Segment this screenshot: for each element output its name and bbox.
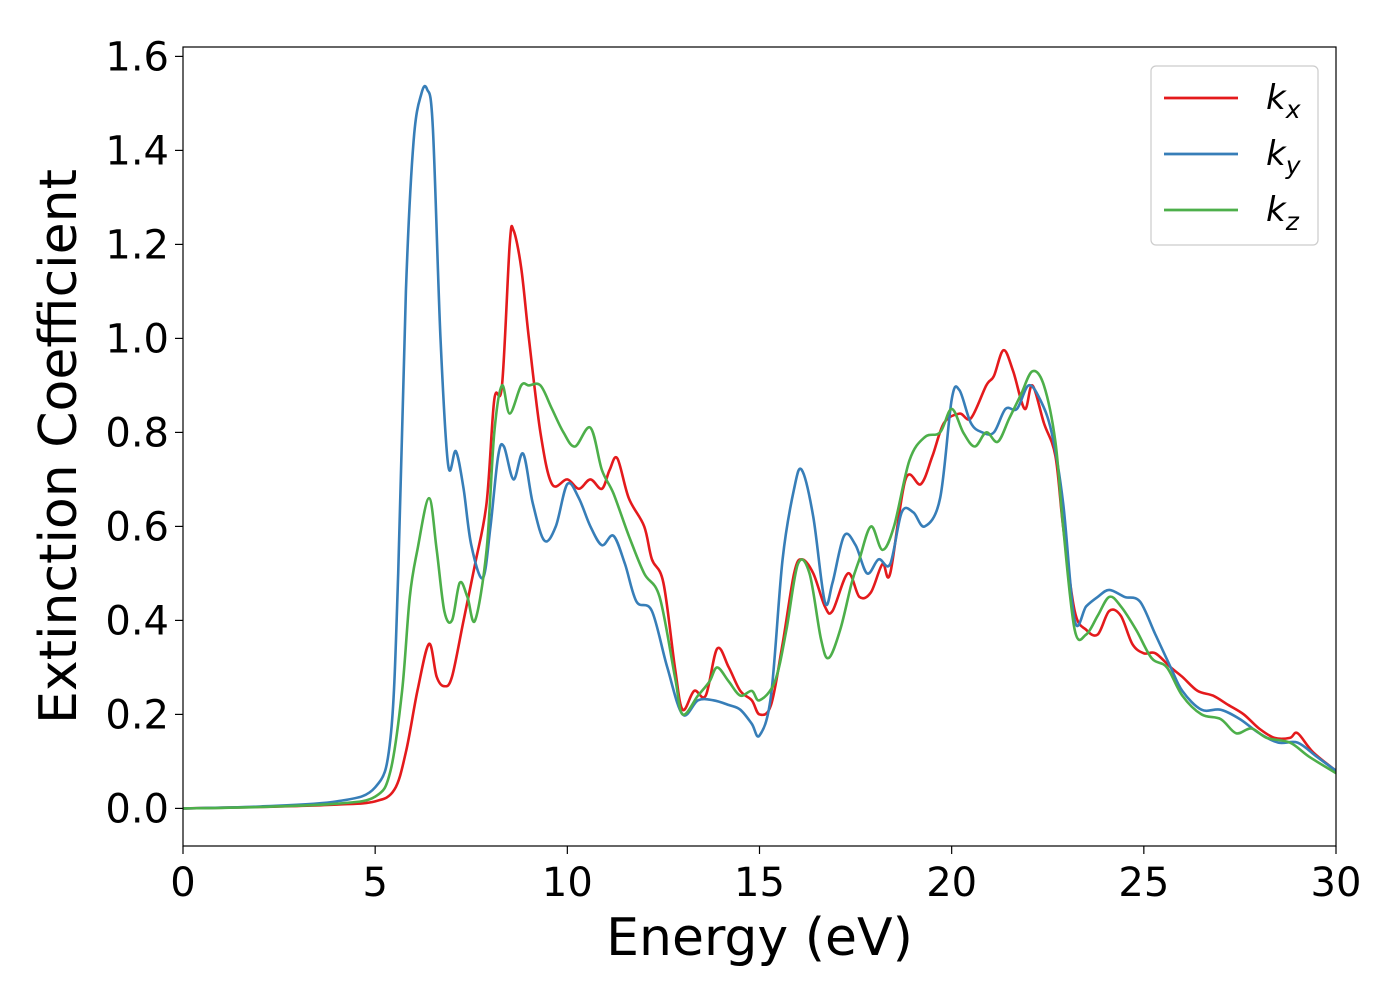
y-tick-label: 0.4 (105, 598, 169, 644)
series-line-ky (183, 84, 1336, 810)
y-tick-label: 0.6 (105, 504, 169, 550)
x-tick-label: 30 (1311, 860, 1362, 906)
x-tick-label: 10 (542, 860, 593, 906)
y-tick-label: 1.0 (105, 316, 169, 362)
y-tick-label: 0.0 (105, 786, 169, 832)
x-tick-label: 0 (170, 860, 195, 906)
y-tick-label: 0.2 (105, 692, 169, 738)
axis-ticks: 0 5 10 15 20 25 30 0.0 0.2 0.4 0.6 0.8 1.0 1.2 1.4 1.6 (105, 34, 1361, 906)
x-tick-label: 20 (926, 860, 977, 906)
legend-label-kx: kx (1266, 78, 1301, 124)
series-line-kx (183, 224, 1336, 810)
x-tick-label: 5 (362, 860, 387, 906)
y-tick-label: 1.2 (105, 222, 169, 268)
x-tick-label: 15 (734, 860, 785, 906)
y-tick-label: 1.4 (105, 128, 169, 174)
legend: kx ky kz (1150, 65, 1319, 246)
legend-label-kz: kz (1266, 190, 1300, 236)
y-tick-label: 0.8 (105, 410, 169, 456)
plot-lines (183, 84, 1336, 810)
legend-box (1150, 65, 1319, 246)
x-axis-label: Energy (eV) (606, 908, 913, 968)
x-tick-label: 25 (1118, 860, 1169, 906)
series-line-kz (183, 369, 1336, 810)
legend-label-ky: ky (1266, 134, 1302, 180)
y-tick-label: 1.6 (105, 34, 169, 80)
y-axis-label: Extinction Coefficient (29, 169, 89, 724)
